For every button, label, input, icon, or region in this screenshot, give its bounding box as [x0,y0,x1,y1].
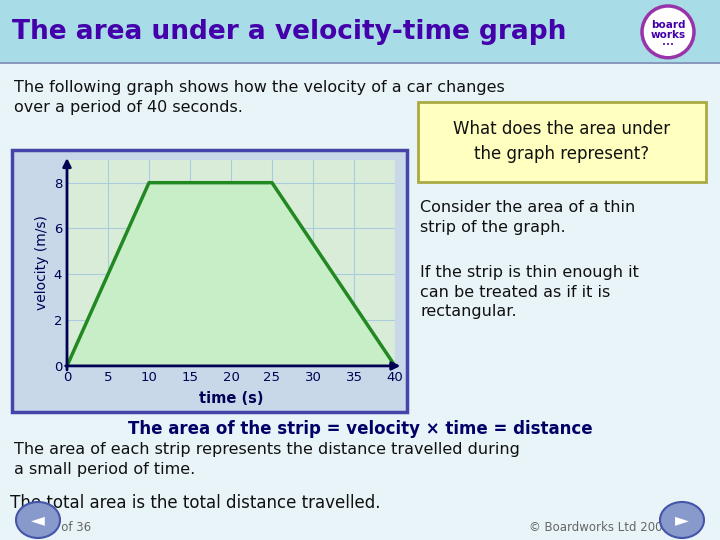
Text: works: works [650,30,685,40]
Y-axis label: velocity (m/s): velocity (m/s) [35,215,50,310]
Ellipse shape [642,6,694,58]
Text: © Boardworks Ltd 2005: © Boardworks Ltd 2005 [529,521,670,534]
Text: board: board [651,20,685,30]
Text: What does the area under
the graph represent?: What does the area under the graph repre… [454,120,670,163]
Text: ►: ► [675,511,689,529]
Ellipse shape [660,502,704,538]
Text: The area under a velocity-time graph: The area under a velocity-time graph [12,19,567,45]
Text: The area of each strip represents the distance travelled during
a small period o: The area of each strip represents the di… [14,442,520,477]
Text: 6 of 36: 6 of 36 [50,521,91,534]
Text: Consider the area of a thin
strip of the graph.: Consider the area of a thin strip of the… [420,200,635,234]
Polygon shape [67,183,395,366]
Text: The following graph shows how the velocity of a car changes
over a period of 40 : The following graph shows how the veloci… [14,80,505,114]
Bar [418,102,706,182]
Bar [12,150,407,412]
Text: The area of the strip = velocity × time = distance: The area of the strip = velocity × time … [127,420,593,438]
Text: If the strip is thin enough it
can be treated as if it is
rectangular.: If the strip is thin enough it can be tr… [420,265,639,320]
Ellipse shape [16,502,60,538]
Bar [0,62,720,64]
X-axis label: time (s): time (s) [199,391,264,406]
Text: ∴  The total area is the total distance travelled.: ∴ The total area is the total distance t… [0,494,381,512]
Text: ◄: ◄ [31,511,45,529]
Text: •••: ••• [662,42,674,48]
